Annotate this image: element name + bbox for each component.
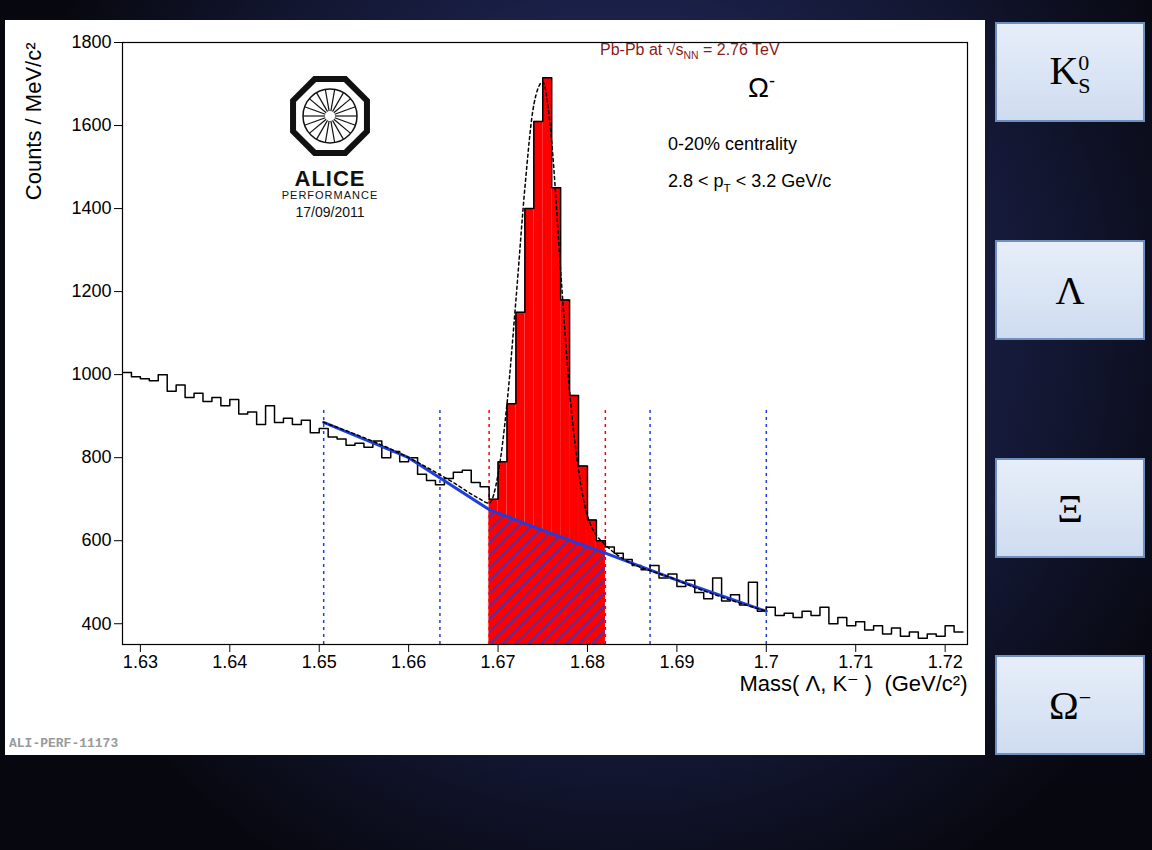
html-text:Ω-: Ω- <box>748 71 775 104</box>
svg-text:1.68: 1.68 <box>570 652 605 672</box>
html-text:ALI-PERF-11173: ALI-PERF-11173 <box>9 736 119 751</box>
svg-text:1000: 1000 <box>71 364 111 384</box>
svg-text:1.67: 1.67 <box>481 652 516 672</box>
html-text:0-20% centrality: 0-20% centrality <box>668 134 798 154</box>
svg-text:1.63: 1.63 <box>123 652 158 672</box>
html-text:K0: K0 <box>1049 47 1090 93</box>
svg-text:400: 400 <box>81 614 111 634</box>
svg-text:1.66: 1.66 <box>391 652 426 672</box>
html-text:Pb-Pb at √sNN= 2.76 TeV: Pb-Pb at √sNN= 2.76 TeV <box>600 41 780 62</box>
svg-text:1.7: 1.7 <box>754 652 779 672</box>
html-text:Ξ: Ξ <box>1057 485 1083 531</box>
html-text:Λ: Λ <box>1055 267 1085 313</box>
svg-text:1200: 1200 <box>71 281 111 301</box>
html-text:Ω−: Ω− <box>1048 682 1092 728</box>
svg-text:Counts / MeV/c²: Counts / MeV/c² <box>21 43 46 201</box>
html-text:17/09/2011: 17/09/2011 <box>295 204 365 220</box>
svg-text:600: 600 <box>81 530 111 550</box>
html-text:ALICE: ALICE <box>294 166 366 191</box>
html-text:PERFORMANCE: PERFORMANCE <box>281 189 379 201</box>
svg-text:1.71: 1.71 <box>838 652 873 672</box>
svg-text:800: 800 <box>81 447 111 467</box>
svg-text:1.72: 1.72 <box>928 652 963 672</box>
svg-text:1.69: 1.69 <box>659 652 694 672</box>
svg-text:1.65: 1.65 <box>302 652 337 672</box>
svg-text:1800: 1800 <box>71 32 111 52</box>
svg-text:1.64: 1.64 <box>212 652 247 672</box>
svg-text:1600: 1600 <box>71 115 111 135</box>
svg-text:Mass( Λ, K⁻ ) (GeV/c²): Mass( Λ, K⁻ ) (GeV/c²) <box>740 671 968 696</box>
svg-text:1400: 1400 <box>71 198 111 218</box>
html-text:S: S <box>1078 73 1091 99</box>
html-text:2.8 < pT< 3.2 GeV/c: 2.8 < pT< 3.2 GeV/c <box>668 171 832 194</box>
